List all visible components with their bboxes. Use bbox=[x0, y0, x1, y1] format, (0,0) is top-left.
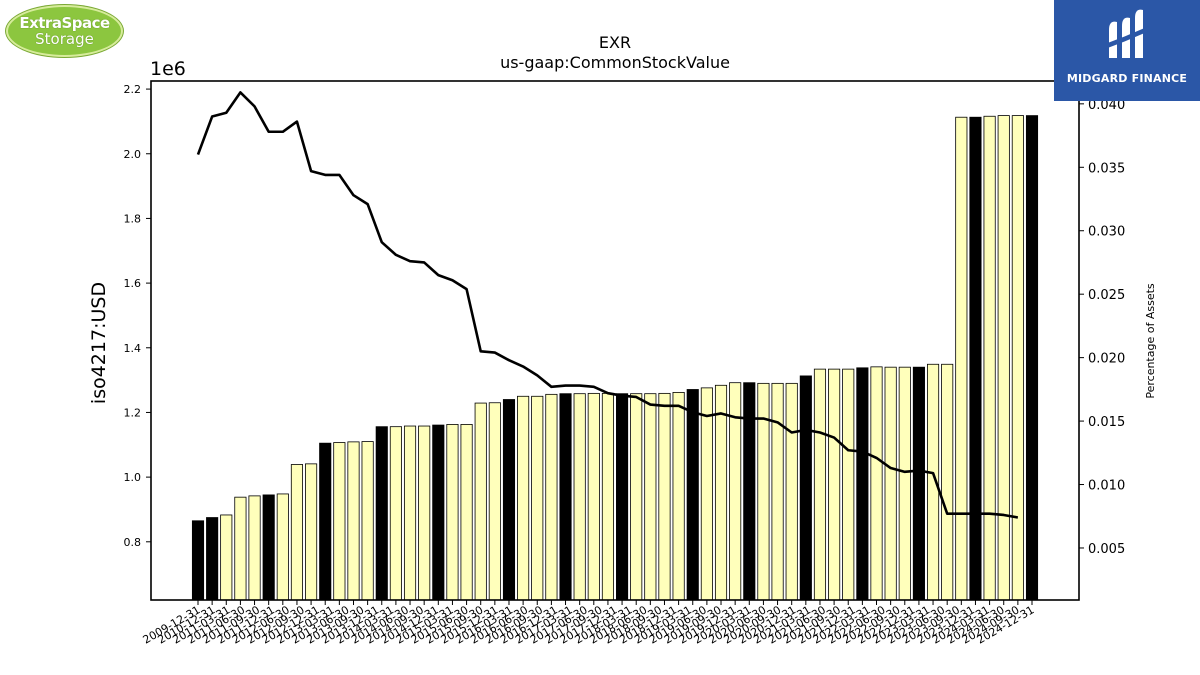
bar bbox=[842, 368, 855, 601]
y-right-tick-label: 0.035 bbox=[1088, 161, 1125, 176]
bar bbox=[474, 402, 487, 601]
bar bbox=[488, 402, 501, 601]
bar bbox=[884, 366, 897, 601]
bar bbox=[248, 495, 261, 601]
bar bbox=[969, 116, 982, 601]
bar bbox=[813, 368, 827, 601]
bar bbox=[997, 115, 1010, 601]
midgard-finance-name: MIDGARD FINANCE bbox=[1066, 72, 1188, 85]
bar bbox=[517, 395, 530, 601]
bar bbox=[432, 424, 445, 601]
bar bbox=[771, 382, 784, 601]
bar bbox=[559, 393, 572, 601]
y-right-tick-label: 0.015 bbox=[1088, 415, 1125, 430]
bar bbox=[898, 366, 911, 601]
bar bbox=[418, 425, 431, 601]
bar bbox=[234, 496, 247, 601]
bar bbox=[319, 442, 332, 601]
y-right-tick-label: 0.020 bbox=[1088, 352, 1125, 367]
bar bbox=[531, 395, 544, 601]
bar bbox=[630, 393, 643, 601]
y-tick-label: 1.4 bbox=[124, 342, 142, 355]
bar bbox=[460, 424, 473, 601]
y-tick-label: 2.0 bbox=[124, 148, 142, 161]
chart-title: EXR bbox=[599, 33, 631, 52]
chart-subtitle: us-gaap:CommonStockValue bbox=[500, 53, 730, 72]
bar bbox=[714, 384, 728, 601]
bar bbox=[333, 442, 346, 601]
bar bbox=[361, 441, 374, 601]
bar bbox=[757, 382, 770, 601]
y-right-tick-label: 0.005 bbox=[1088, 542, 1125, 557]
bar bbox=[1011, 115, 1024, 601]
bar bbox=[941, 363, 954, 601]
bar bbox=[305, 463, 318, 601]
bar bbox=[290, 464, 304, 601]
bar bbox=[191, 520, 205, 601]
bar bbox=[912, 366, 925, 601]
line-series bbox=[196, 91, 1019, 519]
bar bbox=[403, 425, 417, 601]
bar bbox=[672, 391, 685, 601]
bar bbox=[828, 368, 841, 601]
midgard-finance-logo: MIDGARD FINANCE bbox=[1054, 0, 1200, 101]
bar bbox=[220, 514, 233, 601]
bar bbox=[587, 392, 600, 601]
bar bbox=[799, 375, 812, 601]
plot-frame bbox=[150, 80, 1080, 601]
bar bbox=[206, 517, 219, 601]
y-right-tick-label: 0.025 bbox=[1088, 288, 1125, 303]
extraspace-logo-line2: Storage bbox=[35, 30, 94, 48]
bar bbox=[1025, 115, 1039, 601]
extraspace-logo-badge: ExtraSpace Storage bbox=[6, 5, 123, 57]
y-tick-label: 2.2 bbox=[124, 83, 142, 96]
midgard-emblem-icon bbox=[1105, 9, 1149, 58]
y-axis-label: iso4217:USD bbox=[88, 282, 110, 404]
bar bbox=[545, 393, 558, 601]
y-offset-text: 1e6 bbox=[150, 58, 186, 80]
bar bbox=[658, 392, 671, 601]
bar bbox=[955, 116, 968, 601]
y-right-tick-label: 0.010 bbox=[1088, 479, 1125, 494]
bar bbox=[644, 393, 657, 601]
bar bbox=[616, 393, 629, 601]
axes: 0.8 1.0 1.2 1.4 1.6 1.8 2.0 2.2 0.005 0.010 0.015 0… bbox=[124, 80, 1125, 647]
bar bbox=[276, 493, 289, 601]
percentage-line bbox=[196, 91, 1019, 519]
bar-series bbox=[191, 115, 1039, 601]
bar bbox=[573, 393, 586, 601]
y-right-tick-label: 0.030 bbox=[1088, 225, 1125, 240]
y-right-tick-label: 0.040 bbox=[1088, 98, 1125, 113]
extraspace-logo-line1: ExtraSpace bbox=[19, 14, 110, 32]
bar bbox=[375, 426, 388, 601]
bar bbox=[389, 426, 402, 601]
extraspace-logo: ExtraSpace Storage bbox=[6, 5, 123, 57]
bar bbox=[785, 382, 798, 601]
y-tick-label: 0.8 bbox=[124, 536, 142, 549]
bar bbox=[983, 115, 996, 601]
y-tick-label: 1.6 bbox=[124, 277, 142, 290]
bar bbox=[700, 387, 713, 601]
y-tick-label: 1.2 bbox=[124, 406, 142, 419]
bar bbox=[262, 494, 275, 601]
y-tick-label: 1.0 bbox=[124, 471, 142, 484]
bar bbox=[856, 367, 869, 601]
bar bbox=[686, 389, 699, 601]
y-tick-label: 1.8 bbox=[124, 212, 142, 225]
bar bbox=[502, 399, 516, 601]
bar bbox=[347, 441, 360, 601]
y-axis-right-label: Percentage of Assets bbox=[1144, 283, 1157, 399]
bar bbox=[870, 366, 883, 601]
bar bbox=[446, 424, 459, 601]
bar bbox=[601, 392, 614, 601]
bar bbox=[743, 382, 756, 601]
